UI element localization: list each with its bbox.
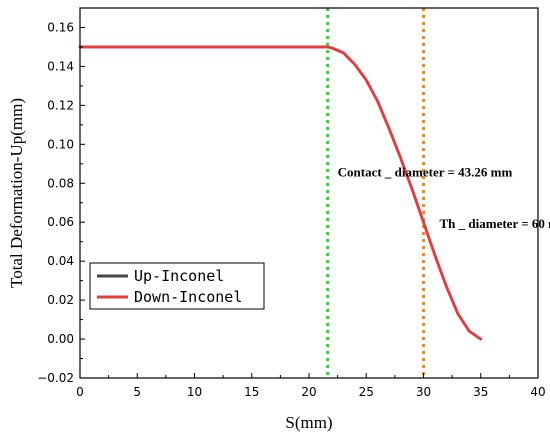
x-axis-title: S(mm) — [285, 413, 332, 432]
y-tick-label: 0.10 — [47, 137, 74, 151]
x-tick-label: 35 — [473, 385, 488, 399]
y-tick-label: 0.08 — [47, 176, 74, 190]
x-tick-label: 10 — [187, 385, 202, 399]
legend-label-2: Down-Inconel — [134, 288, 242, 306]
x-tick-label: 30 — [416, 385, 431, 399]
x-tick-label: 40 — [530, 385, 545, 399]
plot-area — [78, 8, 483, 378]
y-tick-label: 0.00 — [47, 332, 74, 346]
series-line-2 — [78, 45, 483, 341]
annotations: Contact _ diameter = 43.26 mm Th _ diamet… — [338, 164, 550, 231]
y-tick-label: −0.02 — [37, 371, 74, 385]
axes: 0 5 10 15 20 25 30 35 40 −0.02 0.00 0.02 0.04 0.06 0.0… — [37, 7, 546, 399]
y-tick-label: 0.14 — [47, 59, 74, 73]
x-tick-label: 25 — [359, 385, 374, 399]
y-axis-title: Total Deformation-Up(mm) — [7, 98, 26, 288]
legend: Up-Inconel Down-Inconel — [89, 262, 265, 310]
legend-label-1: Up-Inconel — [134, 267, 224, 285]
x-tick-label: 20 — [301, 385, 316, 399]
annotation-1: Contact _ diameter = 43.26 mm — [338, 164, 513, 179]
x-tick-label: 0 — [76, 385, 84, 399]
y-tick-label: 0.12 — [47, 98, 74, 112]
legend-box — [89, 262, 265, 310]
y-tick-label: 0.04 — [47, 254, 74, 268]
annotation-2: Th _ diameter = 60 mm — [440, 216, 550, 231]
x-tick-label: 5 — [133, 385, 141, 399]
y-tick-label: 0.02 — [47, 293, 74, 307]
y-tick-label: 0.06 — [47, 215, 74, 229]
x-tick-label: 15 — [244, 385, 259, 399]
y-tick-label: 0.16 — [47, 20, 74, 34]
plot-frame — [79, 7, 539, 379]
